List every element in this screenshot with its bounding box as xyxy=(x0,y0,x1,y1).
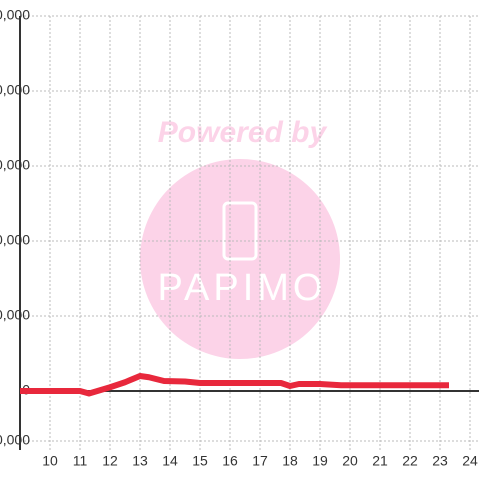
x-tick-label: 14 xyxy=(162,453,178,469)
x-tick-label: 17 xyxy=(252,453,268,469)
x-tick-label: 21 xyxy=(372,453,388,469)
x-tick-label: 19 xyxy=(312,453,328,469)
x-tick-label: 16 xyxy=(222,453,238,469)
x-tick-label: 22 xyxy=(402,453,418,469)
y-tick-label: 120,000 xyxy=(0,82,30,98)
y-tick-label: 150,000 xyxy=(0,7,30,23)
x-tick-label: 12 xyxy=(102,453,118,469)
x-tick-label: 10 xyxy=(42,453,58,469)
x-tick-label: 18 xyxy=(282,453,298,469)
data-line xyxy=(20,373,449,397)
y-tick-label: 90,000 xyxy=(0,157,30,173)
x-tick-label: 15 xyxy=(192,453,208,469)
y-tick-label: 30,000 xyxy=(0,307,30,323)
watermark-text: Powered by xyxy=(158,116,328,149)
y-tick-label: -20,000 xyxy=(0,432,30,448)
y-tick-label: 60,000 xyxy=(0,232,30,248)
x-tick-label: 24 xyxy=(462,453,478,469)
watermark-phone xyxy=(222,201,258,261)
x-tick-label: 20 xyxy=(342,453,358,469)
x-tick-label: 13 xyxy=(132,453,148,469)
x-tick-label: 23 xyxy=(432,453,448,469)
x-tick-label: 11 xyxy=(73,453,88,469)
watermark-logo: PAPIMO xyxy=(158,267,327,309)
